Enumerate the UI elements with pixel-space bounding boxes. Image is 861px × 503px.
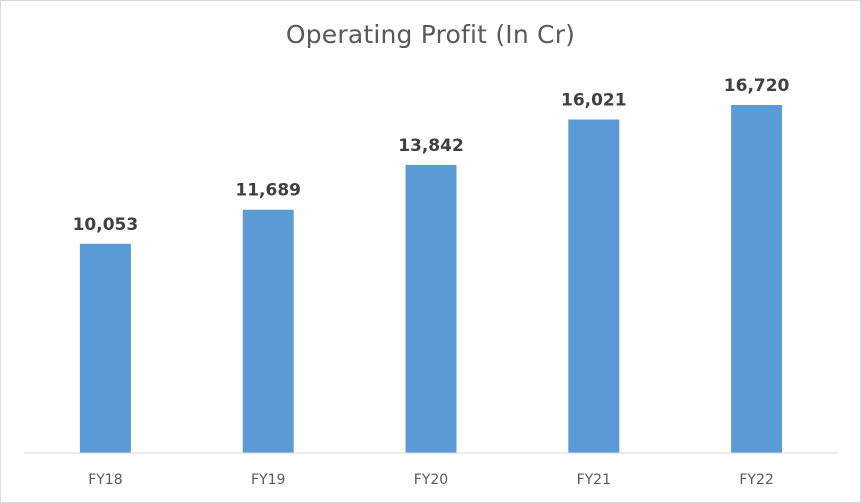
x-tick-label-fy18: FY18: [88, 472, 122, 488]
bar-fy20: [405, 164, 457, 453]
bar-fy21: [568, 119, 620, 453]
x-tick-label-fy21: FY21: [577, 472, 611, 488]
bar-fy18: [79, 243, 131, 453]
data-label-fy18: 10,053: [73, 215, 139, 235]
bar-fy19: [242, 209, 294, 453]
bar-fy22: [731, 105, 783, 453]
x-tick-label-group: FY18 FY19 FY20 FY21 FY22: [88, 472, 774, 488]
data-label-fy22: 16,720: [724, 76, 790, 96]
chart-title: Operating Profit (In Cr): [285, 20, 576, 49]
data-label-group: 10,053 11,689 13,842 16,021 16,720: [73, 76, 790, 235]
x-tick-label-fy20: FY20: [414, 472, 448, 488]
x-tick-label-fy22: FY22: [739, 472, 773, 488]
bar-group: [79, 105, 783, 453]
data-label-fy19: 11,689: [235, 181, 301, 201]
data-label-fy20: 13,842: [398, 136, 464, 156]
x-tick-label-fy19: FY19: [251, 472, 285, 488]
data-label-fy21: 16,021: [561, 91, 627, 111]
